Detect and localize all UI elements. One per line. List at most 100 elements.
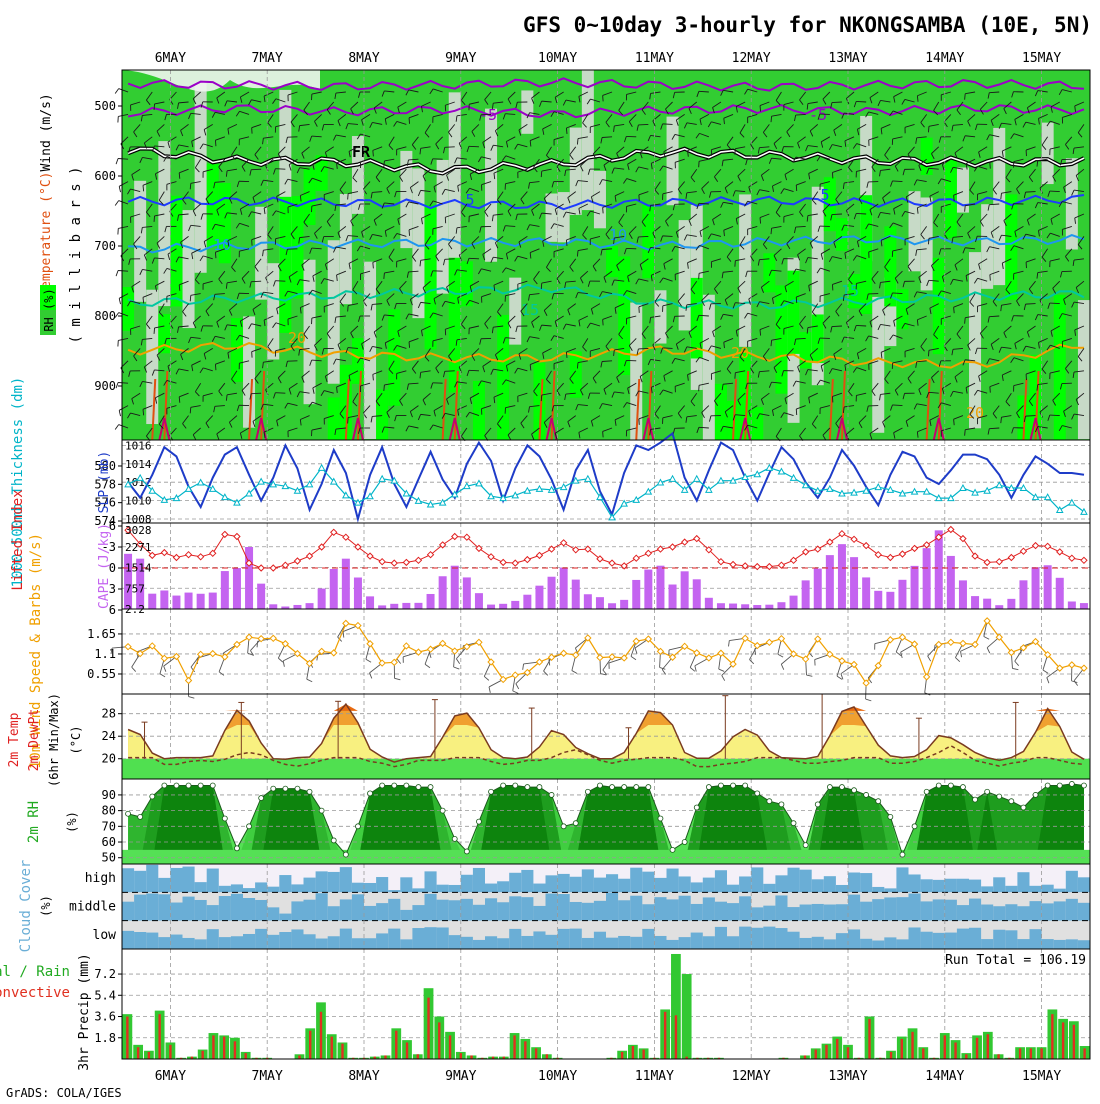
precip-convective-bar: [901, 1039, 903, 1059]
cloud-bar: [316, 893, 328, 920]
cape-bar: [814, 569, 822, 609]
rh-marker: [767, 799, 772, 804]
cloud-bar: [945, 933, 957, 949]
rh-marker: [585, 789, 590, 794]
cloud-bar: [412, 888, 424, 892]
cloud-bar: [1054, 901, 1066, 920]
rh-marker: [162, 783, 167, 788]
wind-barb: [832, 102, 842, 103]
rh-marker: [476, 819, 481, 824]
cloud-bar: [521, 936, 533, 949]
wind-barb: [638, 236, 648, 237]
precip-convective-bar: [546, 1054, 548, 1059]
cloud-bar: [279, 914, 291, 921]
cape-bar: [548, 577, 556, 609]
cloud-bar: [231, 936, 243, 949]
cape-bar: [874, 591, 882, 609]
rh-marker: [537, 785, 542, 790]
wind-barb-flag: [965, 318, 966, 324]
cloud-bar: [751, 867, 763, 892]
rh-marker: [706, 785, 711, 790]
cloud-bar: [1030, 929, 1042, 949]
wind-barb: [445, 371, 455, 372]
cloud-bar: [667, 940, 679, 949]
cloud-bar: [352, 894, 364, 920]
cloud-bar: [703, 878, 715, 893]
cloud-bar: [243, 898, 255, 921]
cloud-bar: [667, 869, 679, 893]
cape-bar: [463, 577, 471, 609]
bottom-day-label: 12MAY: [732, 1069, 771, 1084]
cloud-bar: [267, 935, 279, 949]
cloud-bar: [170, 868, 182, 892]
precip-tick-label: 5.4: [94, 988, 116, 1002]
wind-barb-flag: [760, 330, 761, 336]
cloud-bar: [751, 928, 763, 949]
bottom-day-label: 9MAY: [445, 1069, 476, 1084]
wind-barb: [275, 169, 285, 170]
cape-tick-label: 757: [125, 582, 145, 595]
rh-marker: [864, 792, 869, 797]
precip-convective-bar: [201, 1051, 203, 1059]
cloud-bar: [800, 870, 812, 893]
cloud-bar: [679, 876, 691, 892]
cloud-bar: [679, 896, 691, 921]
precip-convective-bar: [223, 1037, 225, 1059]
rh-marker: [718, 783, 723, 788]
wind-barb: [275, 281, 285, 282]
rh-tick-label: 50: [102, 851, 116, 865]
cape-bar: [560, 568, 568, 610]
cloud-bar: [582, 903, 594, 921]
precip-tick-label: 7.2: [94, 967, 116, 981]
temp-tick-label: 20: [102, 752, 116, 766]
cape-bar: [499, 604, 507, 609]
precip-convective-bar: [632, 1046, 634, 1059]
cloud-bar: [170, 935, 182, 949]
wind-barb: [469, 258, 479, 259]
rh-dry-patch: [243, 316, 255, 427]
cloud-bar: [884, 937, 896, 949]
rh-marker: [126, 811, 131, 816]
precip-convective-bar: [449, 1035, 451, 1059]
precip-convective-bar: [427, 998, 429, 1059]
wind-barb: [856, 213, 866, 214]
cloud-bar: [546, 893, 558, 920]
cloud-bar: [594, 878, 606, 893]
top-day-label: 8MAY: [348, 51, 379, 66]
cloud-bar: [1017, 872, 1029, 892]
cape-bar: [1056, 578, 1064, 609]
cloud-bar: [957, 929, 969, 949]
cloud-bar: [316, 871, 328, 892]
cloud-bar: [352, 938, 364, 949]
minmax-axis-label: (6hr Min/Max): [47, 693, 61, 787]
wind-barb-flag: [965, 206, 966, 212]
cloud-bar: [812, 937, 824, 949]
cloud-bar: [1078, 877, 1090, 892]
wind-barb-flag: [771, 116, 772, 122]
rh-marker: [1033, 792, 1038, 797]
contour-label: FR: [352, 143, 371, 161]
cape-tick-label: 1514: [125, 562, 152, 575]
cloud-bar: [195, 882, 207, 892]
cloud-row-label: low: [93, 928, 117, 943]
cloud-bar: [134, 871, 146, 893]
cloud-bar: [316, 939, 328, 949]
wind-tick-label: 1.65: [87, 627, 116, 641]
top-day-label: 15MAY: [1022, 51, 1061, 66]
rh-marker: [186, 783, 191, 788]
precip-legend-convective: Convective: [0, 985, 70, 1001]
cloud-bar: [594, 901, 606, 921]
precip-convective-bar: [836, 1039, 838, 1059]
bottom-day-label: 8MAY: [348, 1069, 379, 1084]
rh-moist-patch: [461, 261, 473, 306]
cloud-bar: [304, 878, 316, 893]
rh-moist-patch: [642, 205, 654, 278]
cape-bar: [572, 580, 580, 609]
cloud-bar: [945, 879, 957, 893]
rh-marker: [222, 816, 227, 821]
cloud-bar: [425, 927, 437, 949]
rh-moist-patch: [122, 287, 134, 331]
rh-moist-patch: [328, 397, 340, 440]
cape-bar: [172, 596, 180, 609]
cape-bar: [765, 605, 773, 609]
